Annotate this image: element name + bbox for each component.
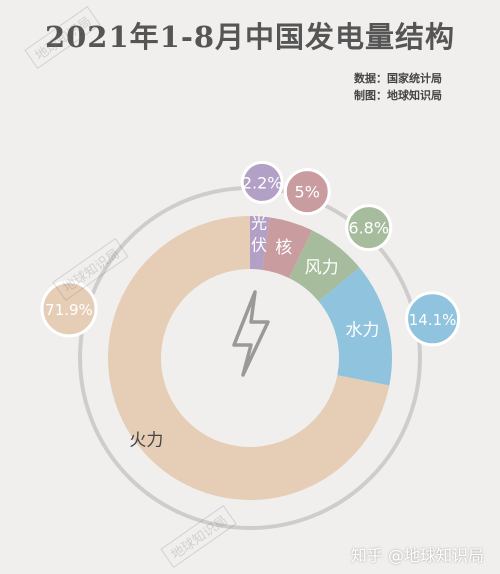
slice-label: 核 <box>275 238 292 258</box>
slice-label: 水力 <box>345 321 379 341</box>
donut-slices <box>108 216 392 500</box>
value-label: 71.9% <box>45 301 93 319</box>
donut-slice-3 <box>318 267 392 386</box>
value-bubbles: 2.2% 5% 6.8% 14.1% 71.9% <box>40 160 461 347</box>
source-block: 数据：国家统计局 制图：地球知识局 <box>354 70 442 104</box>
data-source-text: 数据：国家统计局 <box>354 72 442 85</box>
slice-label: 火力 <box>129 431 163 451</box>
donut-slice-0 <box>250 216 270 270</box>
donut-slice-2 <box>288 230 360 302</box>
value-bubble <box>405 291 461 347</box>
slice-label: 风力 <box>305 258 339 278</box>
lightning-icon <box>232 290 270 377</box>
donut-slice-4 <box>108 216 390 500</box>
brand-watermark: 知乎 @地球知识局 <box>350 546 484 565</box>
map-credit-text: 制图：地球知识局 <box>354 89 442 102</box>
donut-slice-1 <box>262 217 313 278</box>
slice-label: 光伏 <box>251 213 267 254</box>
value-label: 5% <box>295 183 320 202</box>
value-bubble <box>240 160 284 204</box>
value-label: 14.1% <box>409 311 457 329</box>
value-label: 2.2% <box>242 173 283 192</box>
value-label: 6.8% <box>348 219 389 238</box>
chart-title: 2021年1-8月中国发电量结构 <box>44 20 456 54</box>
value-bubble <box>345 204 393 252</box>
value-bubble <box>283 168 331 216</box>
value-bubble <box>40 280 98 338</box>
